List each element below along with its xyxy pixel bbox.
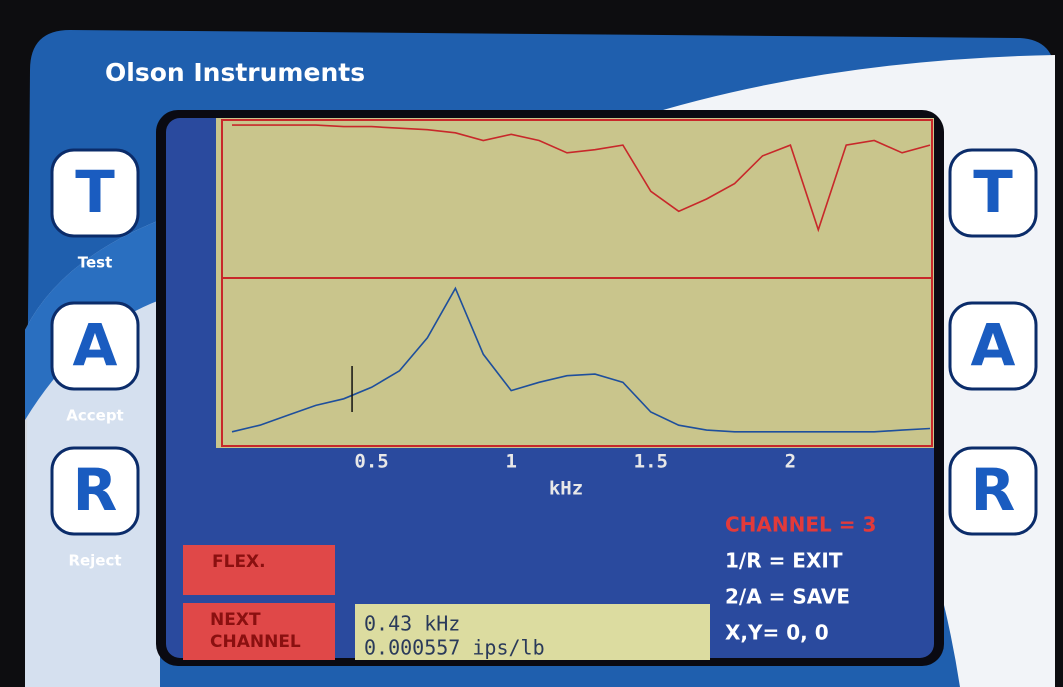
hard-button[interactable]: [50, 148, 140, 238]
channel: CHANNEL = 3: [725, 513, 876, 537]
button-letter: R: [73, 456, 118, 524]
button-caption: Test: [78, 254, 113, 272]
x-axis-label: kHz: [549, 478, 583, 500]
hard-button[interactable]: [50, 301, 140, 391]
button-letter: T: [973, 158, 1013, 226]
status-line: 2/A = SAVE: [725, 585, 850, 609]
plot-area: [216, 118, 934, 448]
button-letter: A: [971, 311, 1016, 379]
softkey-label: NEXT CHANNEL: [210, 610, 301, 652]
hard-button[interactable]: [948, 148, 1038, 238]
readout-box: [355, 604, 710, 660]
x-tick-label: 2: [785, 451, 796, 473]
readout-line: 0.000557 ips/lb: [364, 636, 545, 660]
button-caption: Accept: [66, 407, 123, 425]
x-tick-label: 1.5: [634, 451, 668, 473]
plot-border: [221, 119, 933, 447]
status-line: X,Y= 0, 0: [725, 621, 829, 645]
readout-line: 0.43 kHz: [364, 612, 460, 636]
button-letter: R: [971, 456, 1016, 524]
trace: [232, 124, 931, 233]
button-letter: A: [73, 311, 118, 379]
softkey[interactable]: [183, 603, 335, 660]
hard-button[interactable]: [948, 446, 1038, 536]
softkey[interactable]: [183, 545, 335, 595]
hard-button[interactable]: [50, 446, 140, 536]
x-tick-label: 0.5: [354, 451, 388, 473]
button-caption: Reject: [68, 552, 121, 570]
brand: Olson Instruments: [105, 58, 365, 87]
x-tick-label: 1: [505, 451, 516, 473]
status-line: 1/R = EXIT: [725, 549, 843, 573]
button-letter: T: [75, 158, 115, 226]
softkey-label: FLEX.: [212, 552, 266, 572]
trace: [231, 286, 931, 433]
hard-button[interactable]: [948, 301, 1038, 391]
